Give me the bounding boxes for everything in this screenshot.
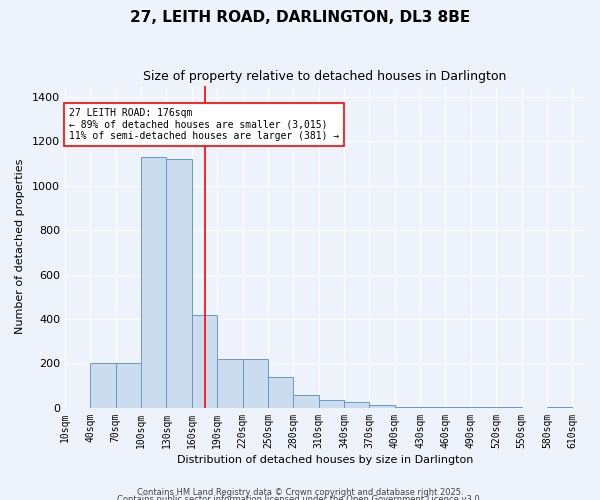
Bar — [90, 364, 116, 408]
Bar — [192, 314, 217, 408]
X-axis label: Distribution of detached houses by size in Darlington: Distribution of detached houses by size … — [177, 455, 473, 465]
Y-axis label: Number of detached properties: Number of detached properties — [15, 159, 25, 334]
Bar — [370, 404, 395, 408]
Bar — [319, 400, 344, 408]
Bar — [293, 394, 319, 408]
Bar — [242, 359, 268, 408]
Bar — [268, 377, 293, 408]
Bar — [141, 156, 166, 408]
Bar — [420, 407, 445, 408]
Title: Size of property relative to detached houses in Darlington: Size of property relative to detached ho… — [143, 70, 506, 83]
Bar — [547, 407, 572, 408]
Text: Contains public sector information licensed under the Open Government Licence v3: Contains public sector information licen… — [118, 496, 482, 500]
Bar — [166, 159, 192, 408]
Bar — [116, 364, 141, 408]
Bar — [395, 407, 420, 408]
Bar — [344, 402, 370, 408]
Text: Contains HM Land Registry data © Crown copyright and database right 2025.: Contains HM Land Registry data © Crown c… — [137, 488, 463, 497]
Text: 27 LEITH ROAD: 176sqm
← 89% of detached houses are smaller (3,015)
11% of semi-d: 27 LEITH ROAD: 176sqm ← 89% of detached … — [69, 108, 340, 141]
Bar — [217, 359, 242, 408]
Text: 27, LEITH ROAD, DARLINGTON, DL3 8BE: 27, LEITH ROAD, DARLINGTON, DL3 8BE — [130, 10, 470, 25]
